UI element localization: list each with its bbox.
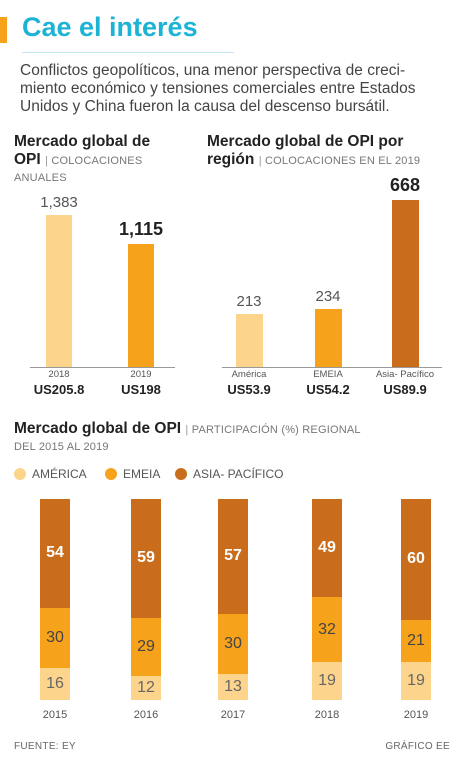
amount-label-América: US53.9 [227, 382, 271, 397]
chart1-subtitle: COLOCACIONES [51, 155, 143, 167]
chart1-baseline [30, 367, 175, 368]
segment-label-2016-2: 59 [137, 549, 155, 567]
chart2-title-line1: Mercado global de OPI por [207, 133, 404, 150]
year-label-2017: 2017 [220, 709, 246, 721]
source-note: FUENTE: EY [14, 741, 76, 752]
bar-2018 [46, 214, 72, 367]
chart-region-placements: 213 América US53.9 234 EMEIA US54.2 668 Asia- P… [222, 175, 442, 397]
segment-2018-2 [312, 499, 342, 598]
chart2-title-line2-row: región | COLOCACIONES EN EL 2019 [207, 151, 421, 168]
segment-label-2015-0: 16 [46, 674, 64, 692]
segment-2017-0 [218, 673, 248, 700]
segment-2015-2 [40, 499, 70, 608]
category-label-América: América [231, 369, 267, 380]
intro-line-2: miento económico y tensiones comerciales… [20, 80, 416, 97]
segment-2015-1 [40, 607, 70, 668]
segment-label-2018-0: 19 [318, 671, 336, 689]
segment-2019-2 [401, 499, 431, 620]
segment-label-2019-2: 60 [407, 550, 425, 568]
chart3-subtitle-line2: DEL 2015 AL 2019 [14, 441, 109, 453]
segment-label-2018-1: 32 [318, 620, 336, 638]
segment-2015-0 [40, 667, 70, 700]
segment-2016-2 [131, 499, 161, 618]
chart2-title-line2: región [207, 151, 255, 168]
chart1-title-line2: OPI [14, 151, 41, 168]
amount-label-2019: US198 [121, 382, 161, 397]
segment-label-2016-0: 12 [137, 678, 155, 696]
segment-2019-1 [401, 619, 431, 662]
chart-annual-placements: 1,383 2018 US205.8 1,115 2019 US198 [0, 0, 205, 400]
segment-2018-0 [312, 661, 342, 700]
segment-2017-1 [218, 613, 248, 674]
bar-EMEIA [314, 308, 342, 367]
segment-2016-1 [131, 617, 161, 676]
bar-2019 [128, 244, 154, 367]
page-title: Cae el interés [22, 12, 198, 42]
category-label-2018: 2018 [48, 369, 70, 380]
year-label-2018: 2018 [314, 709, 340, 721]
segment-label-2017-0: 13 [224, 677, 242, 695]
category-label-2019: 2019 [130, 369, 152, 380]
segment-2019-0 [401, 661, 431, 700]
chart3-subtitle: PARTICIPACIÓN (%) REGIONAL [191, 424, 361, 436]
amount-label-Asia- Pacífico: US89.9 [383, 382, 427, 397]
chart2-subtitle: COLOCACIONES EN EL 2019 [265, 155, 421, 167]
segment-2016-0 [131, 675, 161, 700]
bar-Asia- Pacífico [391, 200, 419, 367]
category-label-EMEIA: EMEIA [313, 369, 343, 380]
chart1-title-line2-row: OPI | COLOCACIONES [14, 151, 143, 168]
title-divider [22, 52, 234, 53]
year-label-2019: 2019 [403, 709, 429, 721]
value-label-2018: 1,383 [40, 193, 78, 211]
intro-line-3: Unidos y China fueron la causa del desce… [20, 98, 390, 115]
segment-2018-1 [312, 597, 342, 662]
chart2-baseline [222, 367, 442, 368]
graphic-credit: GRÁFICO EE [385, 741, 450, 752]
segment-label-2017-1: 30 [224, 634, 242, 652]
value-label-EMEIA: 234 [315, 287, 341, 305]
chart1-subtitle-line2: ANUALES [14, 172, 67, 184]
category-label-Asia- Pacífico: Asia- Pacífico [375, 369, 435, 380]
segment-label-2018-2: 49 [318, 539, 336, 557]
segment-2017-2 [218, 499, 248, 614]
segment-label-2017-2: 57 [224, 547, 242, 565]
segment-label-2019-0: 19 [407, 671, 425, 689]
intro-line-1: Conflictos geopolíticos, una menor persp… [20, 62, 406, 79]
chart1-title-line1: Mercado global de [14, 133, 151, 150]
year-label-2015: 2015 [42, 709, 68, 721]
year-label-2016: 2016 [133, 709, 159, 721]
accent-bar [0, 17, 7, 43]
value-label-2019: 1,115 [118, 219, 164, 240]
chart3-title-row: Mercado global de OPI | PARTICIPACIÓN (%… [14, 420, 361, 437]
value-label-América: 213 [236, 292, 262, 310]
chart3-title: Mercado global de OPI [14, 420, 182, 437]
bar-América [235, 313, 263, 367]
amount-label-EMEIA: US54.2 [306, 382, 350, 397]
intro-text: Conflictos geopolíticos, una menor persp… [20, 62, 456, 116]
segment-label-2015-2: 54 [46, 544, 64, 562]
amount-label-2018: US205.8 [33, 382, 85, 397]
segment-label-2015-1: 30 [46, 628, 64, 646]
segment-label-2016-1: 29 [137, 637, 155, 655]
value-label-Asia- Pacífico: 668 [389, 175, 421, 195]
segment-label-2019-1: 21 [407, 631, 425, 649]
